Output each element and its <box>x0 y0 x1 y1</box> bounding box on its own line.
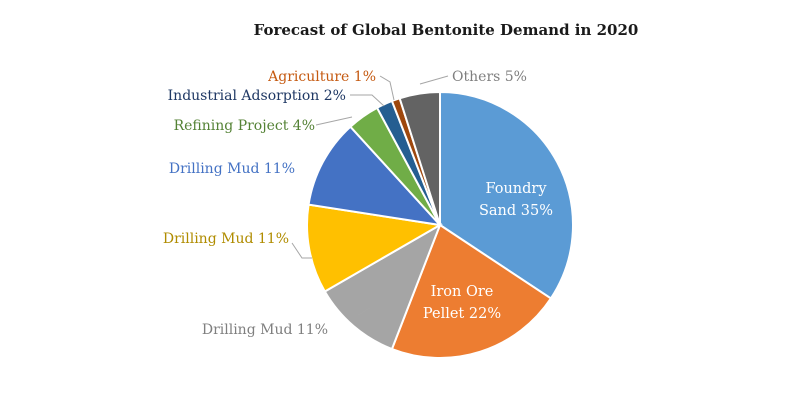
slice-label-6: Industrial Adsorption 2% <box>168 88 346 104</box>
slice-label-7: Agriculture 1% <box>267 69 376 85</box>
slice-label-3: Drilling Mud 11% <box>163 231 289 247</box>
slice-labels: Foundry Sand 35% Iron Ore Pellet 22% Drillin… <box>163 69 553 338</box>
slice-label-line: Sand 35% <box>479 203 553 219</box>
leader-line-3 <box>291 242 312 259</box>
slice-label-line: Foundry <box>485 181 547 197</box>
slice-label-line: Drilling Mud 11% <box>169 161 295 177</box>
chart-title: Forecast of Global Bentonite Demand in 2… <box>254 21 639 39</box>
leader-line-6 <box>350 94 385 107</box>
leader-line-7 <box>379 75 395 101</box>
slice-label-4: Drilling Mud 11% <box>169 161 295 177</box>
slice-label-5: Refining Project 4% <box>174 118 315 134</box>
pie-slice-iron-ore-pellet-1 <box>390 223 553 359</box>
pie-slice-drilling-mud-3 <box>306 203 443 293</box>
pie-slice-others-8 <box>398 90 441 226</box>
slice-label-line: Industrial Adsorption 2% <box>168 88 346 104</box>
slice-label-line: Drilling Mud 11% <box>202 322 328 338</box>
leader-line-5 <box>315 116 353 126</box>
slice-label-line: Agriculture 1% <box>267 69 376 85</box>
slice-label-2: Drilling Mud 11% <box>202 322 328 338</box>
slice-label-line: Others 5% <box>452 69 527 85</box>
leader-line-8 <box>419 75 449 85</box>
leader-line-2 <box>357 307 371 316</box>
slice-label-line: Refining Project 4% <box>174 118 315 134</box>
slice-label-line: Iron Ore <box>431 284 494 300</box>
pie-slices <box>306 90 574 359</box>
slice-label-0: Foundry Sand 35% <box>479 181 553 219</box>
slice-label-line: Drilling Mud 11% <box>163 231 289 247</box>
leader-lines <box>291 75 449 316</box>
pie-slice-drilling-mud-2 <box>323 222 442 351</box>
pie-slice-drilling-mud-4 <box>307 125 443 227</box>
slice-label-1: Iron Ore Pellet 22% <box>423 284 501 322</box>
slice-label-line: Pellet 22% <box>423 306 501 322</box>
slice-label-8: Others 5% <box>452 69 527 85</box>
